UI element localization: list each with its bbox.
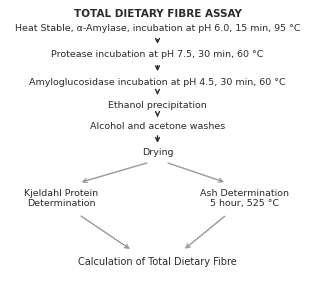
Text: Drying: Drying xyxy=(142,147,173,157)
Text: Heat Stable, α-Amylase, incubation at pH 6.0, 15 min, 95 °C: Heat Stable, α-Amylase, incubation at pH… xyxy=(15,24,300,33)
Text: Ash Determination
5 hour, 525 °C: Ash Determination 5 hour, 525 °C xyxy=(200,189,289,209)
Text: Protease incubation at pH 7.5, 30 min, 60 °C: Protease incubation at pH 7.5, 30 min, 6… xyxy=(51,50,264,59)
Text: Alcohol and acetone washes: Alcohol and acetone washes xyxy=(90,122,225,131)
Text: Amyloglucosidase incubation at pH 4.5, 30 min, 60 °C: Amyloglucosidase incubation at pH 4.5, 3… xyxy=(29,77,286,87)
Text: Calculation of Total Dietary Fibre: Calculation of Total Dietary Fibre xyxy=(78,257,237,267)
Text: Kjeldahl Protein
Determination: Kjeldahl Protein Determination xyxy=(24,189,99,209)
Text: TOTAL DIETARY FIBRE ASSAY: TOTAL DIETARY FIBRE ASSAY xyxy=(74,9,241,19)
Text: Ethanol precipitation: Ethanol precipitation xyxy=(108,101,207,110)
